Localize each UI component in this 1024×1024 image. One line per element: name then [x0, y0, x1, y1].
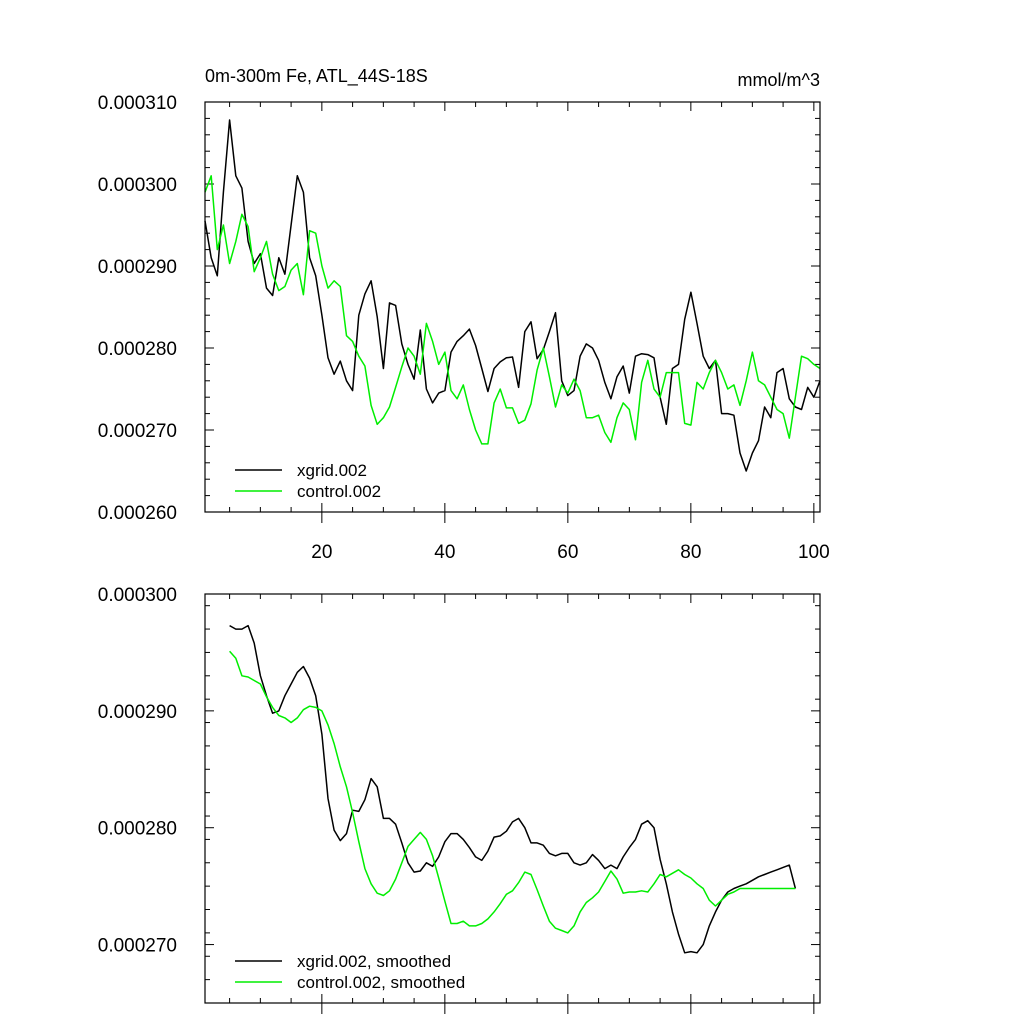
x-tick-label: 60 — [557, 542, 578, 563]
y-tick-label: 0.000290 — [98, 257, 177, 278]
bottom-panel-ticks: 0.000270 0.000280 0.000290 0.000300 — [98, 585, 820, 1014]
series-line-control-002-smoothed — [229, 650, 796, 934]
y-tick-label: 0.000310 — [98, 93, 177, 114]
y-tick-label: 0.000280 — [98, 339, 177, 360]
top-panel-title: 0m-300m Fe, ATL_44S-18S — [205, 66, 428, 87]
x-tick-label: 40 — [434, 542, 455, 563]
x-tick-label: 100 — [798, 542, 830, 563]
y-tick-label: 0.000270 — [98, 936, 177, 957]
y-tick-label: 0.000280 — [98, 819, 177, 840]
x-tick-label: 80 — [680, 542, 701, 563]
y-tick-label: 0.000300 — [98, 585, 177, 606]
series-line-control-002 — [204, 175, 821, 445]
bottom-panel: 0.000270 0.000280 0.000290 0.000300 xgrid.0… — [98, 585, 821, 1014]
bottom-panel-frame — [204, 593, 821, 1004]
top-panel-units: mmol/m^3 — [738, 70, 820, 90]
y-tick-label: 0.000270 — [98, 421, 177, 442]
top-panel-frame — [204, 101, 821, 513]
top-panel-ticks: 0.000260 0.000270 0.000280 0.000290 0.000300… — [98, 93, 830, 563]
legend-label-control: control.002 — [297, 482, 381, 501]
top-panel-series — [204, 119, 821, 472]
y-tick-label: 0.000300 — [98, 175, 177, 196]
top-panel: 0m-300m Fe, ATL_44S-18S mmol/m^3 0.00026… — [98, 66, 830, 563]
x-tick-label: 20 — [311, 542, 332, 563]
bottom-panel-legend: xgrid.002, smoothed control.002, smoothe… — [235, 952, 465, 992]
y-tick-label: 0.000290 — [98, 702, 177, 723]
top-panel-legend: xgrid.002 control.002 — [235, 461, 381, 501]
legend-label-xgrid-smoothed: xgrid.002, smoothed — [297, 952, 451, 971]
series-line-xgrid-002 — [204, 119, 821, 472]
bottom-panel-series — [229, 624, 797, 954]
legend-label-xgrid: xgrid.002 — [297, 461, 367, 480]
series-line-xgrid-002-smoothed — [229, 624, 797, 954]
y-tick-label: 0.000260 — [98, 503, 177, 524]
legend-label-control-smoothed: control.002, smoothed — [297, 973, 465, 992]
